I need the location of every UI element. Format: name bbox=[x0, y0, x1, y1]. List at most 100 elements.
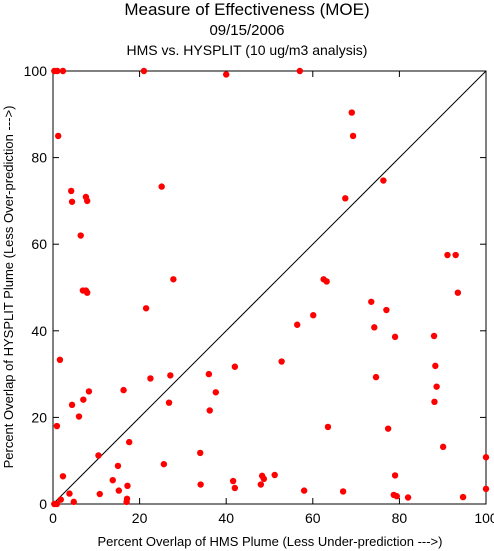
data-point bbox=[348, 109, 355, 116]
data-point bbox=[324, 423, 332, 431]
data-point bbox=[482, 454, 490, 461]
data-point bbox=[257, 481, 265, 488]
data-point bbox=[260, 475, 268, 483]
data-point bbox=[384, 425, 392, 432]
data-point bbox=[212, 389, 220, 396]
data-point bbox=[53, 422, 61, 430]
data-point bbox=[80, 396, 87, 403]
data-point bbox=[444, 251, 451, 259]
data-point bbox=[459, 493, 467, 501]
data-point bbox=[70, 498, 77, 506]
data-point bbox=[205, 370, 213, 378]
y-tick-label: 0 bbox=[39, 496, 47, 512]
chart-subtitle-date: 09/15/2006 bbox=[209, 22, 285, 39]
data-point bbox=[432, 362, 439, 370]
data-point bbox=[278, 358, 285, 365]
data-point bbox=[229, 477, 237, 485]
data-point bbox=[404, 494, 412, 501]
data-point bbox=[383, 306, 390, 314]
data-point bbox=[124, 482, 131, 490]
x-tick-label: 40 bbox=[218, 510, 234, 526]
data-point bbox=[271, 471, 278, 479]
data-point bbox=[231, 363, 239, 370]
y-tick-label: 80 bbox=[31, 150, 47, 166]
data-point bbox=[170, 276, 177, 283]
data-point bbox=[452, 251, 459, 259]
x-tick-label: 60 bbox=[305, 510, 321, 526]
data-point bbox=[433, 383, 440, 390]
data-point bbox=[223, 71, 230, 78]
y-axis-label: Percent Overlap of HYSPLIT Plume (Less O… bbox=[1, 106, 16, 469]
data-point bbox=[167, 372, 174, 379]
reference-line-y-equals-x bbox=[52, 70, 487, 505]
data-point bbox=[165, 399, 173, 406]
data-point bbox=[349, 132, 357, 140]
data-point bbox=[126, 438, 133, 446]
data-point bbox=[142, 305, 150, 312]
data-point bbox=[68, 401, 76, 409]
chart-title: Measure of Effectiveness (MOE) bbox=[124, 0, 370, 19]
data-point bbox=[59, 67, 67, 75]
data-point bbox=[454, 289, 462, 296]
data-point bbox=[380, 177, 387, 184]
data-point bbox=[310, 312, 317, 319]
data-point bbox=[197, 449, 204, 457]
data-point bbox=[323, 278, 330, 285]
data-point bbox=[391, 333, 399, 341]
x-tick-label: 0 bbox=[49, 510, 57, 526]
data-point bbox=[140, 67, 148, 75]
data-point bbox=[147, 375, 154, 382]
data-point bbox=[393, 493, 401, 500]
data-point bbox=[430, 332, 438, 340]
data-point bbox=[206, 407, 213, 414]
data-point bbox=[158, 183, 165, 190]
plot-frame bbox=[52, 70, 487, 505]
data-point bbox=[59, 473, 67, 480]
data-point bbox=[339, 488, 347, 495]
data-point bbox=[294, 321, 301, 328]
x-tick-label: 100 bbox=[474, 510, 494, 526]
data-point bbox=[431, 398, 438, 406]
data-point bbox=[231, 484, 239, 492]
data-point bbox=[439, 443, 447, 451]
data-point bbox=[68, 198, 76, 205]
data-point bbox=[160, 460, 168, 468]
data-point bbox=[300, 487, 308, 494]
data-point bbox=[95, 452, 102, 459]
data-point bbox=[371, 324, 378, 331]
data-point bbox=[123, 495, 131, 503]
data-point bbox=[115, 487, 123, 494]
data-point bbox=[57, 496, 64, 503]
data-point bbox=[75, 413, 83, 420]
y-tick-label: 20 bbox=[31, 409, 47, 425]
data-point bbox=[84, 289, 91, 296]
y-tick-label: 60 bbox=[31, 236, 47, 252]
data-point bbox=[296, 67, 304, 75]
chart-subtitle-analysis: HMS vs. HYSPLIT (10 ug/m3 analysis) bbox=[126, 42, 368, 58]
data-point bbox=[54, 132, 62, 140]
data-point bbox=[482, 485, 490, 493]
data-point bbox=[66, 490, 73, 497]
data-point bbox=[372, 373, 380, 381]
data-point bbox=[391, 472, 399, 479]
data-point bbox=[342, 195, 349, 202]
data-point bbox=[114, 462, 122, 470]
y-tick-label: 40 bbox=[31, 323, 47, 339]
x-tick-label: 80 bbox=[392, 510, 408, 526]
data-point bbox=[368, 298, 375, 305]
data-point bbox=[96, 490, 103, 498]
x-tick-label: 20 bbox=[132, 510, 148, 526]
data-point bbox=[84, 197, 91, 205]
data-point bbox=[85, 388, 93, 395]
data-point bbox=[54, 67, 61, 75]
data-point bbox=[53, 500, 61, 508]
data-point bbox=[120, 386, 127, 394]
data-point bbox=[197, 481, 204, 488]
y-tick-label: 100 bbox=[24, 63, 48, 79]
x-axis-label: Percent Overlap of HMS Plume (Less Under… bbox=[98, 534, 443, 549]
data-point bbox=[67, 187, 75, 195]
data-point bbox=[56, 356, 64, 364]
data-point bbox=[77, 232, 84, 239]
data-point bbox=[109, 476, 116, 484]
